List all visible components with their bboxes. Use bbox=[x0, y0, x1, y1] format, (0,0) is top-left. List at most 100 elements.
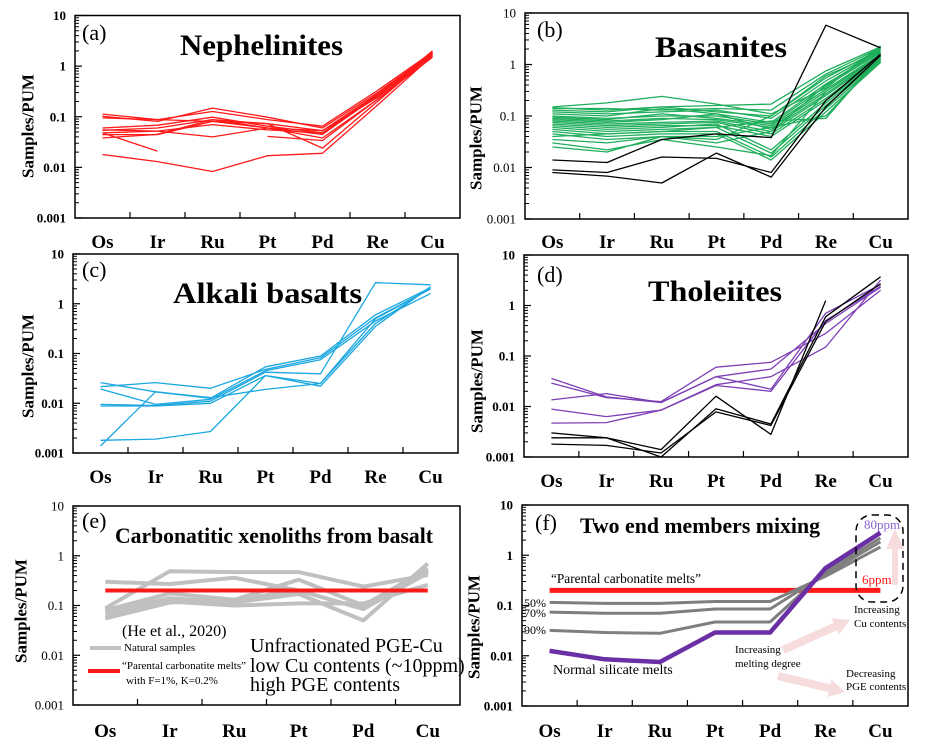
x-tick-label: Ru bbox=[200, 232, 225, 253]
series-line bbox=[100, 286, 431, 441]
y-tick-label: 10 bbox=[502, 248, 515, 263]
melting-degree-label-2: melting degree bbox=[735, 658, 801, 670]
y-tick-label: 0.001 bbox=[35, 698, 64, 713]
series-group bbox=[100, 282, 431, 447]
series-line bbox=[551, 276, 881, 458]
series-line bbox=[552, 54, 882, 184]
x-tick-label: Os bbox=[540, 471, 562, 492]
series-line bbox=[549, 530, 882, 665]
panel-label: (a) bbox=[82, 20, 106, 45]
y-tick-label: 0.1 bbox=[48, 346, 64, 361]
series-line bbox=[552, 24, 881, 164]
series-line bbox=[552, 54, 882, 138]
mix-label-90: 90% bbox=[524, 623, 546, 637]
panel-c: 10 1 0.1 0.01 0.001 Os Ir Ru Pt Pd Re Cu Samples/PUM… bbox=[19, 247, 459, 488]
series-line bbox=[551, 279, 882, 418]
y-tick-label: 0.1 bbox=[48, 598, 64, 613]
y-tick-label: 0.001 bbox=[486, 450, 515, 465]
x-tick-label: Ir bbox=[597, 721, 613, 742]
x-tick-label: Ir bbox=[162, 721, 178, 742]
chart-title: Tholeiites bbox=[648, 275, 782, 308]
y-tick-label: 0.01 bbox=[492, 399, 515, 414]
series-line bbox=[100, 288, 431, 389]
y-axis-label: Samples/PUM bbox=[465, 575, 484, 679]
x-tick-label: Pd bbox=[352, 721, 375, 742]
y-tick-label: 1 bbox=[58, 296, 65, 311]
series-line bbox=[551, 285, 881, 424]
y-tick-label: 0.1 bbox=[497, 598, 513, 613]
x-tick-label: Cu bbox=[868, 721, 893, 742]
series-line bbox=[267, 53, 433, 142]
x-tick-label: Pt bbox=[257, 467, 276, 488]
x-tick-label: Pt bbox=[707, 471, 726, 492]
series-line bbox=[549, 545, 882, 605]
note-line-1: Unfractionated PGE-Cu bbox=[250, 635, 443, 657]
y-tick-label: 10 bbox=[51, 499, 64, 514]
legend-label-natural-samples: Natural samples bbox=[124, 642, 195, 654]
panel-e: 10 1 0.1 0.01 0.001 Os Ir Ru Pt Pd Cu Samples/PUM (e… bbox=[12, 499, 461, 742]
y-tick-label: 0.1 bbox=[499, 349, 515, 364]
series-line bbox=[552, 57, 881, 135]
y-tick-label: 0.01 bbox=[493, 160, 516, 175]
x-tick-label: Cu bbox=[868, 232, 893, 253]
chart-title: Two end members mixing bbox=[580, 513, 820, 538]
y-tick-label: 0.1 bbox=[50, 109, 66, 124]
y-tick-label: 1 bbox=[58, 548, 65, 563]
series-line bbox=[552, 56, 881, 133]
series-line bbox=[552, 47, 881, 111]
melting-degree-label-1: Increasing bbox=[735, 644, 781, 656]
x-tick-label: Pt bbox=[708, 232, 727, 253]
y-tick-label: 1 bbox=[507, 548, 514, 563]
y-tick-label: 0.1 bbox=[500, 109, 516, 124]
x-tick-label: Cu bbox=[416, 721, 441, 742]
series-group bbox=[549, 530, 882, 665]
series-line bbox=[552, 45, 881, 115]
mix-label-70: 70% bbox=[524, 606, 546, 620]
series-line bbox=[104, 568, 429, 621]
series-line bbox=[552, 55, 881, 131]
cu-high-label: 80ppm bbox=[864, 517, 900, 532]
x-tick-label: Ru bbox=[650, 232, 675, 253]
x-tick-label: Ru bbox=[648, 721, 673, 742]
y-tick-label: 1 bbox=[60, 59, 67, 74]
series-line bbox=[102, 132, 158, 152]
y-tick-label: 0.001 bbox=[35, 446, 64, 461]
parental-melts-label: “Parental carbonatite melts” bbox=[551, 572, 701, 587]
x-tick-label: Pd bbox=[759, 721, 782, 742]
x-tick-label: Ir bbox=[148, 467, 164, 488]
series-line bbox=[551, 289, 882, 403]
x-tick-label: Ru bbox=[222, 721, 247, 742]
y-tick-label: 10 bbox=[53, 8, 66, 23]
panel-label: (e) bbox=[82, 508, 106, 533]
y-axis-label: Samples/PUM bbox=[468, 329, 487, 433]
y-tick-label: 0.001 bbox=[37, 211, 66, 226]
y-axis-label: Samples/PUM bbox=[19, 74, 38, 178]
panel-label: (d) bbox=[537, 262, 563, 287]
x-tick-label: Os bbox=[541, 232, 563, 253]
x-tick-label: Ir bbox=[150, 232, 166, 253]
y-tick-label: 10 bbox=[51, 247, 64, 262]
x-tick-label: Pt bbox=[259, 232, 278, 253]
y-axis-label: Samples/PUM bbox=[467, 86, 486, 190]
x-tick-label: Cu bbox=[868, 471, 893, 492]
y-tick-label: 0.001 bbox=[487, 212, 516, 227]
y-tick-label: 1 bbox=[510, 57, 517, 72]
x-tick-label: Ir bbox=[598, 471, 614, 492]
series-line bbox=[551, 283, 881, 454]
arrow-up-icon bbox=[886, 529, 904, 585]
series-line bbox=[552, 50, 881, 144]
x-tick-label: Re bbox=[815, 232, 837, 253]
x-tick-label: Re bbox=[366, 232, 388, 253]
x-tick-label: Os bbox=[538, 721, 560, 742]
series-line bbox=[102, 54, 433, 149]
x-tick-label: Pd bbox=[311, 232, 334, 253]
series-line bbox=[552, 49, 881, 120]
arrow-down-right-icon bbox=[777, 672, 845, 697]
series-group bbox=[104, 562, 430, 623]
panel-b: 10 1 0.1 0.01 0.001 Os Ir Ru Pt Pd Re Cu Samples/PUM… bbox=[467, 6, 909, 253]
series-line bbox=[552, 48, 881, 153]
series-group bbox=[551, 276, 882, 458]
note-line-2: low Cu contents (~10ppm) bbox=[250, 655, 465, 677]
series-line bbox=[102, 52, 433, 129]
x-tick-label: Os bbox=[91, 232, 113, 253]
